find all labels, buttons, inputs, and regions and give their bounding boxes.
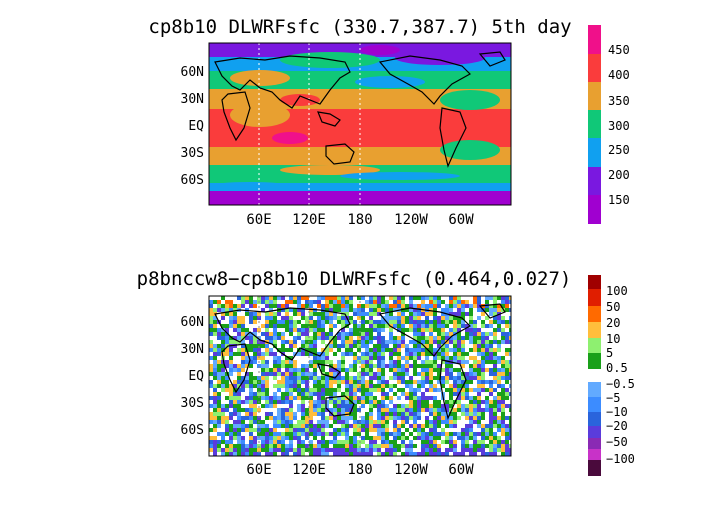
colorbar-label: −100 (606, 452, 635, 466)
colorbar-label: 0.5 (606, 361, 628, 375)
colorbar-swatch (588, 397, 601, 412)
bottom-map-lon-labels: 60E 120E 180 120W 60W (246, 462, 474, 478)
colorbar-swatch (588, 322, 601, 338)
top-map-field (209, 43, 511, 205)
top-map-title: cp8b10 DLWRFsfc (330.7,387.7) 5th day (148, 16, 571, 38)
bottom-map-field (209, 296, 511, 456)
lon-label: 120E (292, 462, 326, 478)
colorbar-swatch (588, 353, 601, 369)
lat-label: 60N (181, 65, 204, 80)
colorbar-swatch (588, 54, 601, 82)
colorbar-label: 20 (606, 316, 620, 330)
colorbar-label: 150 (608, 193, 630, 207)
top-map-lon-labels: 60E 120E 180 120W 60W (246, 212, 474, 228)
lon-label: 180 (347, 462, 372, 478)
lat-label: 30S (181, 396, 204, 411)
colorbar-label: 200 (608, 168, 630, 182)
top-map-frame (208, 42, 512, 206)
lon-label: 60E (246, 212, 271, 228)
colorbar-swatch (588, 382, 601, 397)
lat-label: 30N (181, 92, 204, 107)
colorbar-label: −5 (606, 391, 620, 405)
colorbar-label: −0.5 (606, 377, 635, 391)
colorbar-swatch (588, 426, 601, 438)
colorbar-swatch (588, 110, 601, 138)
bottom-map-title: p8bnccw8−cp8b10 DLWRFsfc (0.464,0.027) (137, 268, 572, 290)
colorbar-label: −10 (606, 405, 628, 419)
colorbar-swatch (588, 449, 601, 460)
lat-label: 60N (181, 315, 204, 330)
lon-label: 180 (347, 212, 372, 228)
lon-label: 60W (448, 462, 474, 478)
lon-label: 120E (292, 212, 326, 228)
lat-label: 30N (181, 342, 204, 357)
colorbar-label: 250 (608, 143, 630, 157)
colorbar-swatch (588, 195, 601, 224)
lon-label: 60W (448, 212, 474, 228)
lat-label: 60S (181, 173, 204, 188)
colorbar-label: 400 (608, 68, 630, 82)
colorbar-swatch (588, 167, 601, 195)
colorbar-label: 350 (608, 94, 630, 108)
colorbar-label: 5 (606, 346, 613, 360)
colorbar-swatch (588, 138, 601, 167)
colorbar-swatch (588, 412, 601, 426)
colorbar-label: 450 (608, 43, 630, 57)
colorbar-label: 100 (606, 284, 628, 298)
colorbar-label: 10 (606, 332, 620, 346)
top-map-lat-labels: 60N 30N EQ 30S 60S (181, 65, 205, 188)
colorbar-label: 300 (608, 119, 630, 133)
bottom-map-frame (208, 295, 512, 457)
colorbar-label: 50 (606, 300, 620, 314)
colorbar-swatch (588, 438, 601, 449)
colorbar-swatch (588, 275, 601, 289)
lon-label: 120W (394, 462, 428, 478)
bottom-colorbar: 100 50 20 10 5 0.5 −0.5 −5 −10 −20 −50 −… (588, 275, 635, 476)
lat-label: 60S (181, 423, 204, 438)
lat-label: 30S (181, 146, 204, 161)
lat-label: EQ (188, 119, 204, 134)
colorbar-label: −50 (606, 435, 628, 449)
colorbar-swatch (588, 25, 601, 54)
colorbar-swatch (588, 338, 601, 353)
lon-label: 120W (394, 212, 428, 228)
lat-label: EQ (188, 369, 204, 384)
colorbar-swatch (588, 460, 601, 476)
colorbar-swatch (588, 82, 601, 110)
bottom-map-lat-labels: 60N 30N EQ 30S 60S (181, 315, 205, 438)
colorbar-swatch (588, 306, 601, 322)
colorbar-swatch (588, 289, 601, 306)
top-colorbar: 450 400 350 300 250 200 150 (588, 25, 630, 224)
lon-label: 60E (246, 462, 271, 478)
colorbar-label: −20 (606, 419, 628, 433)
